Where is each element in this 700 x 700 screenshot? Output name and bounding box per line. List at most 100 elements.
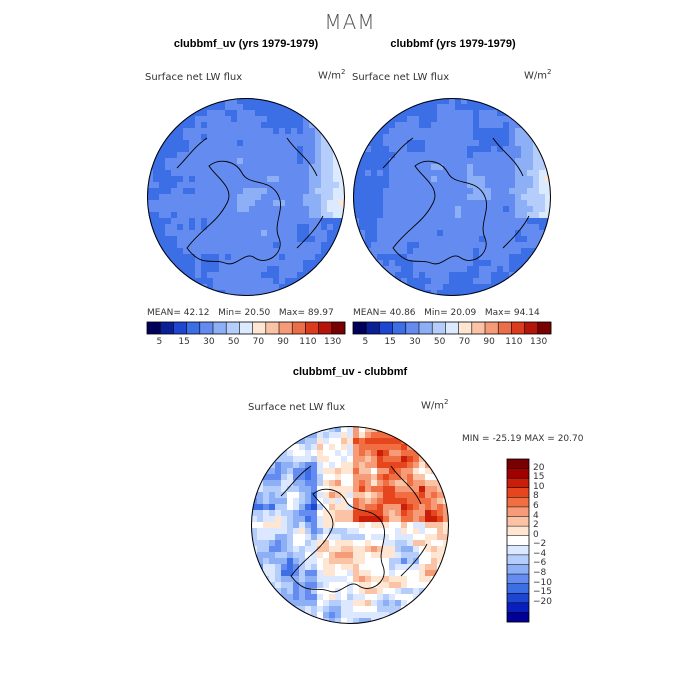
colorbar-tick-label: 6	[533, 500, 539, 511]
colorbar-swatch	[292, 322, 306, 334]
colorbar-swatch	[507, 516, 529, 527]
colorbar-swatch	[279, 322, 293, 334]
colorbar-swatch	[507, 535, 529, 546]
panel-2-units: W/m2	[524, 68, 552, 82]
colorbar-swatch	[507, 459, 529, 469]
colorbar-tick-label: −10	[533, 577, 552, 588]
colorbar-tick-label: 10	[533, 481, 545, 492]
panel-1-mean-label: MEAN=	[147, 308, 181, 318]
panel-2-polar-map	[353, 98, 551, 296]
colorbar-tick-label: 0	[533, 529, 539, 540]
colorbar-swatch	[239, 322, 253, 334]
colorbar-tick-label: 110	[299, 337, 317, 347]
colorbar-tick-label: −20	[533, 596, 552, 607]
colorbar-swatch	[318, 322, 333, 334]
panel-1-max: 89.97	[307, 308, 334, 318]
colorbar-tick-label: 130	[530, 337, 548, 347]
colorbar-tick-label: 20	[533, 462, 545, 473]
panel-1-mean: 42.12	[183, 308, 210, 318]
season-title: MAM	[324, 10, 376, 34]
colorbar-swatch	[160, 322, 174, 334]
colorbar-swatch	[432, 322, 446, 334]
diff-panel-variable: Surface net LW flux	[248, 402, 346, 413]
colorbar-swatch	[507, 468, 529, 479]
diff-max: 20.70	[557, 434, 584, 444]
colorbar-swatch	[524, 322, 539, 334]
diff-panel-units: W/m2	[421, 398, 449, 412]
panel-1-stats: MEAN= 42.12 Min= 20.50 Max= 89.97	[147, 308, 334, 318]
colorbar-tick-label: −8	[533, 568, 547, 579]
panel-1-colorbar-labels: 5 15 30 50 70 90 110 130	[147, 337, 345, 349]
colorbar-swatch	[445, 322, 459, 334]
colorbar-tick-label: 4	[533, 510, 539, 521]
colorbar-swatch	[186, 322, 201, 334]
panel-2-max: 94.14	[513, 308, 540, 318]
colorbar-swatch	[419, 322, 433, 334]
diff-panel-polar-map	[251, 426, 449, 624]
panel-1-title: clubbmf_uv (yrs 1979-1979)	[173, 38, 319, 50]
colorbar-swatch	[199, 322, 214, 334]
colorbar-swatch	[507, 583, 529, 594]
colorbar-swatch	[507, 545, 529, 556]
colorbar-tick-label: 70	[252, 337, 265, 347]
colorbar-swatch	[226, 322, 240, 334]
colorbar-tick-label: 90	[277, 337, 289, 347]
colorbar-swatch	[507, 593, 529, 604]
colorbar-swatch	[507, 478, 529, 489]
diff-colorbar	[506, 458, 530, 623]
colorbar-swatch	[507, 554, 529, 565]
colorbar-swatch	[507, 497, 529, 508]
colorbar-tick-label: 110	[505, 337, 523, 347]
colorbar-tick-label: 8	[533, 491, 539, 502]
diff-panel-stats: MIN = -25.19 MAX = 20.70	[462, 434, 583, 444]
colorbar-tick-label: −15	[533, 587, 552, 598]
colorbar-swatch	[498, 322, 512, 334]
colorbar-swatch	[252, 322, 267, 334]
diff-min-label: MIN =	[462, 434, 490, 444]
colorbar-tick-label: 50	[227, 337, 240, 347]
colorbar-swatch	[507, 564, 529, 575]
colorbar-tick-label: 15	[533, 472, 545, 483]
colorbar-tick-label: 15	[178, 337, 190, 347]
colorbar-swatch	[507, 526, 529, 537]
colorbar-swatch	[471, 322, 486, 334]
panel-1-units: W/m2	[318, 68, 346, 82]
panel-2-colorbar-labels: 5 15 30 50 70 90 110 130	[353, 337, 551, 349]
panel-2-min: 20.09	[450, 308, 477, 318]
panel-1-min-label: Min=	[218, 308, 242, 318]
panel-1-variable: Surface net LW flux	[145, 72, 243, 83]
colorbar-tick-label: −6	[533, 558, 547, 569]
panel-2-mean: 40.86	[389, 308, 416, 318]
colorbar-tick-label: 30	[203, 337, 215, 347]
colorbar-swatch	[379, 322, 393, 334]
colorbar-swatch	[305, 322, 319, 334]
colorbar-tick-label: 5	[362, 337, 369, 347]
panel-2-stats: MEAN= 40.86 Min= 20.09 Max= 94.14	[353, 308, 540, 318]
colorbar-swatch	[537, 322, 552, 334]
diff-max-label: MAX =	[524, 434, 555, 444]
colorbar-swatch	[147, 322, 161, 334]
colorbar-swatch	[405, 322, 420, 334]
panel-2-variable: Surface net LW flux	[352, 72, 450, 83]
colorbar-swatch	[173, 322, 187, 334]
panel-1-min: 20.50	[244, 308, 271, 318]
colorbar-tick-label: −4	[533, 548, 547, 559]
colorbar-tick-label: −2	[533, 539, 547, 550]
colorbar-tick-label: 2	[533, 520, 539, 531]
colorbar-tick-label: 70	[458, 337, 471, 347]
diff-panel-title: clubbmf_uv - clubbmf	[292, 366, 408, 378]
colorbar-tick-label: 90	[483, 337, 495, 347]
panel-1-polar-map	[147, 98, 345, 296]
panel-2-max-label: Max=	[484, 308, 512, 318]
colorbar-swatch	[265, 322, 280, 334]
colorbar-tick-label: 30	[409, 337, 421, 347]
colorbar-swatch	[507, 574, 529, 584]
diff-colorbar-labels: 20 15 10 8 6 4 2 0 −2 −4 −6 −8 −10 −15 −20	[533, 459, 573, 622]
panel-2-min-label: Min=	[424, 308, 448, 318]
colorbar-swatch	[485, 322, 499, 334]
colorbar-tick-label: 130	[324, 337, 342, 347]
colorbar-swatch	[507, 602, 529, 613]
diff-min: -25.19	[492, 434, 522, 444]
colorbar-swatch	[511, 322, 525, 334]
colorbar-swatch	[507, 487, 529, 498]
